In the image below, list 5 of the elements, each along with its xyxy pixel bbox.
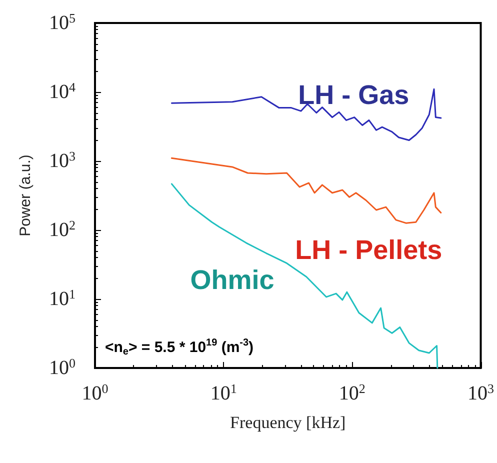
y-axis-title: Power (a.u.) bbox=[17, 154, 34, 236]
x-axis-title: Frequency [kHz] bbox=[230, 413, 346, 432]
series-label: Ohmic bbox=[190, 264, 274, 295]
series-label: LH - Gas bbox=[298, 80, 410, 110]
series-label: LH - Pellets bbox=[295, 235, 442, 266]
